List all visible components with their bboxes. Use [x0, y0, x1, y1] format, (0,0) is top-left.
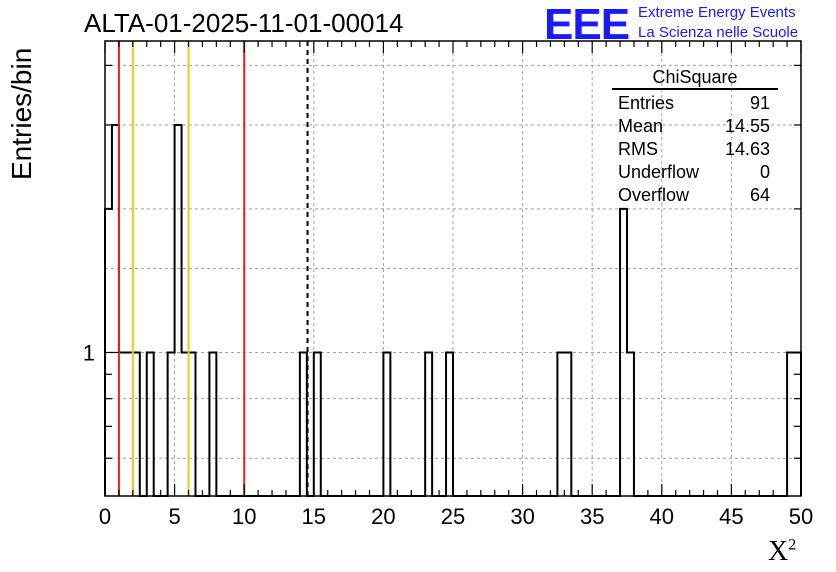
stats-value: 64	[749, 185, 770, 205]
histogram-bin	[209, 352, 216, 496]
stats-value: 14.55	[724, 116, 770, 136]
histogram-bin	[112, 125, 119, 496]
x-tick-label: 25	[441, 504, 465, 529]
histogram-bin	[189, 352, 196, 496]
logo-line-1: Extreme Energy Events	[638, 4, 796, 21]
x-tick-label: 40	[650, 504, 674, 529]
x-tick-label: 20	[371, 504, 395, 529]
histogram-bin	[168, 352, 175, 496]
stats-value: 14.63	[724, 139, 770, 159]
histogram-bin	[787, 352, 794, 496]
x-tick-label: 30	[510, 504, 534, 529]
x-tick-label: 5	[168, 504, 180, 529]
histogram-bin	[557, 352, 564, 496]
histogram-bin	[425, 352, 432, 496]
stats-label: Entries	[618, 93, 675, 113]
stats-row-underflow: Underflow 0	[612, 161, 778, 184]
histogram-bin	[300, 352, 307, 496]
stats-row-overflow: Overflow 64	[612, 184, 778, 207]
histogram-bin	[314, 352, 321, 496]
histogram-bin	[446, 352, 453, 496]
histogram-bin	[147, 352, 154, 496]
x-tick-label: 45	[719, 504, 743, 529]
chart-title: ALTA-01-2025-11-01-00014	[84, 8, 404, 38]
x-tick-label: 50	[789, 504, 813, 529]
histogram-bin	[175, 125, 182, 496]
stats-label: Overflow	[618, 185, 690, 205]
histogram-bin	[133, 352, 140, 496]
x-axis-label: X2	[768, 536, 797, 567]
stats-title: ChiSquare	[612, 66, 778, 90]
stats-row-rms: RMS 14.63	[612, 138, 778, 161]
histogram-bin	[182, 352, 189, 496]
stats-label: Underflow	[618, 162, 700, 182]
x-tick-label: 10	[232, 504, 256, 529]
x-tick-label: 35	[580, 504, 604, 529]
eee-logo: EEE	[544, 0, 630, 49]
stats-row-entries: Entries 91	[612, 92, 778, 115]
stats-value: 91	[749, 93, 770, 113]
stats-value: 0	[759, 162, 770, 182]
histogram-bin	[126, 352, 133, 496]
histogram-bin	[119, 352, 126, 496]
stats-box: ChiSquare Entries 91 Mean 14.55 RMS 14.6…	[612, 66, 778, 207]
stats-label: RMS	[618, 139, 658, 159]
y-axis-label: Entries/bin	[6, 47, 37, 180]
histogram-bin	[383, 352, 390, 496]
x-tick-label: 15	[302, 504, 326, 529]
x-tick-label: 0	[99, 504, 111, 529]
logo-line-2: La Scienza nelle Scuole	[638, 24, 799, 41]
histogram-bin	[627, 352, 634, 496]
y-tick-label: 1	[83, 340, 95, 365]
stats-row-mean: Mean 14.55	[612, 115, 778, 138]
histogram-bin	[564, 352, 571, 496]
stats-label: Mean	[618, 116, 664, 136]
